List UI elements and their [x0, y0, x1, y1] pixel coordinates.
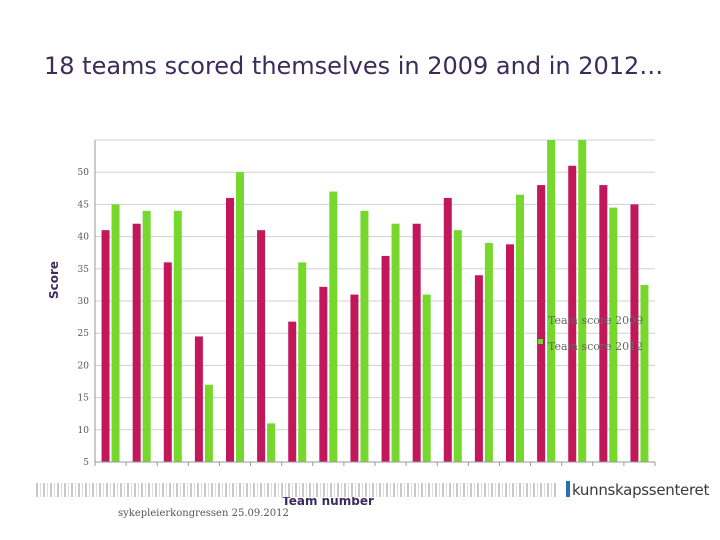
bar-series [101, 140, 649, 463]
bar-2012-team-16 [578, 140, 587, 462]
y-tick-label: 20 [78, 361, 90, 371]
bar-2009-team-16 [568, 165, 577, 462]
bar-2009-team-14 [506, 244, 514, 462]
bar-2012-team-2 [142, 210, 151, 462]
x-axis-label: Team number [282, 494, 374, 508]
bar-2009-team-13 [474, 275, 483, 462]
y-tick-label: 35 [78, 265, 90, 275]
bar-2009-team-8 [319, 286, 328, 462]
footer-decoration [36, 483, 556, 497]
bar-2009-team-7 [288, 321, 297, 462]
y-tick-label: 15 [78, 394, 90, 404]
bar-2012-team-13 [484, 243, 493, 462]
bar-2009-team-3 [163, 262, 172, 462]
bar-2012-team-6 [267, 423, 276, 462]
legend: Team score 2009 Team score 2012 [538, 313, 643, 353]
bar-2012-team-12 [453, 230, 462, 462]
brand-logo: kunnskapssenteret [566, 481, 709, 499]
bar-2009-team-5 [226, 197, 234, 462]
brand-mark-icon [566, 481, 570, 497]
bar-2009-team-6 [257, 230, 266, 462]
bar-2009-team-2 [132, 223, 141, 462]
bar-2009-team-11 [412, 223, 421, 462]
bar-2012-team-8 [329, 191, 338, 462]
bar-2012-team-10 [391, 223, 400, 462]
brand-text: kunnskapssenteret [572, 481, 710, 499]
bar-2009-team-10 [381, 255, 390, 462]
y-tick-label: 40 [78, 233, 90, 243]
y-tick-label: 5 [83, 458, 89, 468]
bar-2012-team-5 [236, 172, 244, 462]
bar-2009-team-9 [350, 294, 359, 462]
bar-2012-team-4 [204, 384, 213, 462]
footer-text: sykepleierkongressen 25.09.2012 [118, 508, 289, 519]
y-axis-ticks: 5 10 15 20 25 30 35 40 45 50 [78, 168, 90, 468]
bar-2012-team-15 [547, 140, 556, 462]
legend-label: Team score 2009 [548, 314, 643, 327]
y-tick-label: 45 [78, 200, 90, 210]
bar-2012-team-1 [111, 204, 120, 462]
bar-2009-team-12 [443, 197, 452, 462]
bar-2012-team-11 [422, 294, 431, 462]
legend-label: Team score 2012 [548, 340, 643, 353]
y-tick-label: 50 [78, 168, 90, 178]
bar-2012-team-9 [360, 210, 369, 462]
y-axis-label: Score [47, 261, 61, 299]
bar-2009-team-17 [599, 185, 608, 462]
bar-2012-team-3 [173, 210, 182, 462]
bar-2012-team-18 [640, 284, 649, 462]
bar-2009-team-18 [630, 204, 639, 462]
legend-swatch [538, 313, 543, 318]
y-tick-label: 25 [78, 329, 90, 339]
bar-2009-team-15 [537, 185, 546, 462]
bar-2012-team-7 [298, 262, 307, 462]
bar-2012-team-17 [609, 207, 618, 462]
bar-2009-team-4 [194, 336, 203, 462]
x-axis-ticks [94, 462, 656, 466]
y-tick-label: 10 [78, 426, 90, 436]
page-title: 18 teams scored themselves in 2009 and i… [44, 52, 664, 80]
y-tick-label: 30 [78, 297, 90, 307]
bar-2012-team-14 [516, 194, 524, 463]
grid-lines [95, 139, 655, 463]
bar-2009-team-1 [101, 230, 110, 462]
legend-swatch [538, 339, 543, 344]
